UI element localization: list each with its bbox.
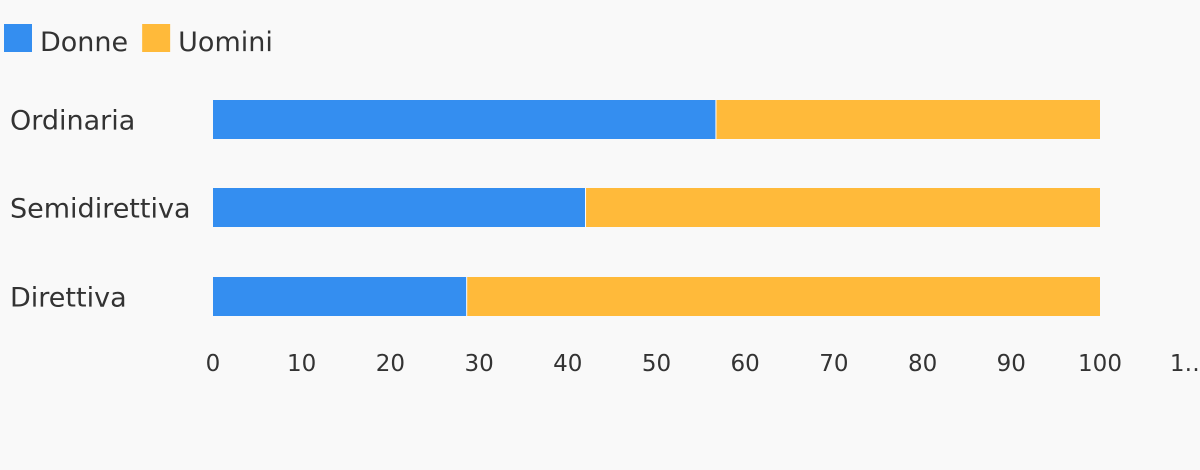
bar-direttiva-uomini <box>466 277 1100 316</box>
x-tick-label: 10 <box>287 351 316 377</box>
legend-label-uomini: Uomini <box>178 27 273 58</box>
x-tick-label: 70 <box>819 351 848 377</box>
legend-swatch-donne <box>4 24 32 52</box>
category-label-ordinaria: Ordinaria <box>10 106 135 137</box>
bars <box>213 100 1100 316</box>
bar-ordinaria-donne <box>213 100 716 139</box>
bar-ordinaria-uomini <box>715 100 1100 139</box>
x-tick-label: 40 <box>553 351 582 377</box>
bar-semidirettiva-donne <box>213 188 586 227</box>
legend-swatch-uomini <box>142 24 171 52</box>
legend: Donne Uomini <box>4 24 273 58</box>
legend-label-donne: Donne <box>40 27 128 58</box>
x-tick-label: 30 <box>464 351 493 377</box>
bar-semidirettiva-uomini <box>585 188 1100 227</box>
bar-separator <box>466 277 468 316</box>
x-tick-label: 0 <box>206 351 221 377</box>
bar-separator <box>715 100 717 139</box>
x-tick-label: 100 <box>1078 351 1122 377</box>
x-tick-label: 80 <box>908 351 937 377</box>
x-tick-label: 90 <box>997 351 1026 377</box>
bar-separator <box>585 188 587 227</box>
x-tick-label: 60 <box>731 351 760 377</box>
category-label-semidirettiva: Semidirettiva <box>10 194 191 225</box>
category-label-direttiva: Direttiva <box>10 283 127 314</box>
x-tick-label: 50 <box>642 351 671 377</box>
x-axis-tick-labels: 0 10 20 30 40 50 60 70 80 90 100 1… <box>206 351 1200 377</box>
x-tick-label: 20 <box>376 351 405 377</box>
bar-direttiva-donne <box>213 277 467 316</box>
x-tick-label: 1… <box>1170 351 1200 377</box>
category-labels: Ordinaria Semidirettiva Direttiva <box>10 106 191 314</box>
